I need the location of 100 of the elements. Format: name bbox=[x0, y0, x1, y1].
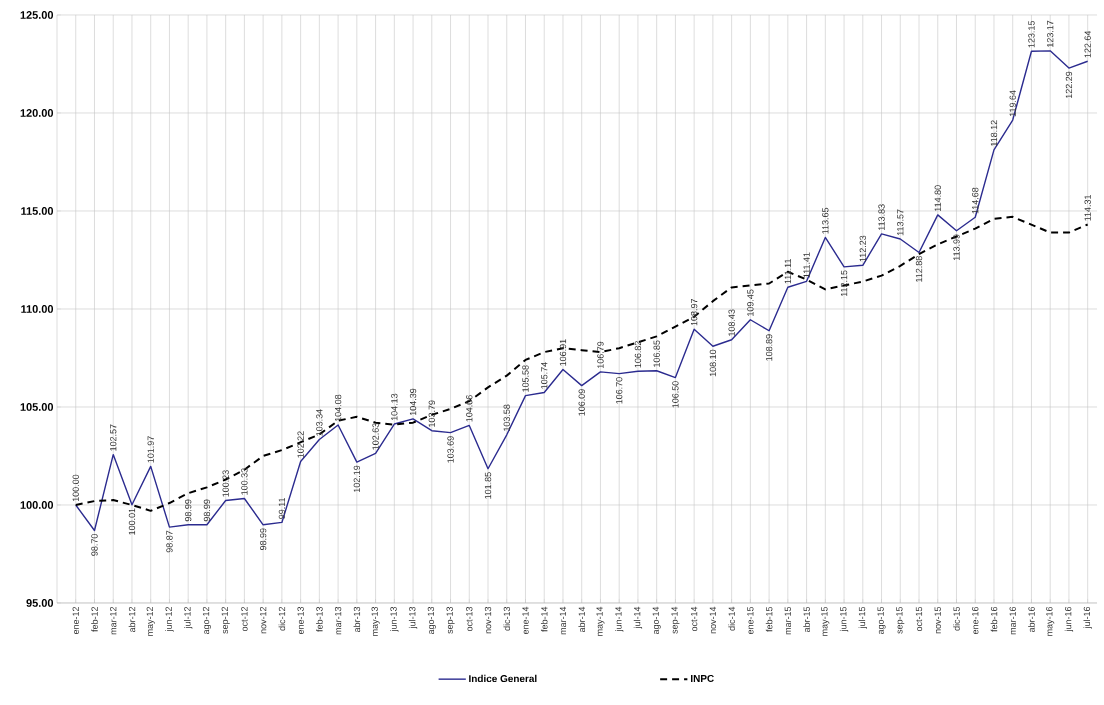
x-tick-label: may-12 bbox=[146, 606, 155, 636]
data-label: 108.43 bbox=[728, 309, 735, 336]
data-label: 112.88 bbox=[915, 256, 923, 282]
data-label: 98.99 bbox=[203, 499, 211, 522]
x-tick-label: may-16 bbox=[1046, 606, 1055, 636]
data-label: 109.45 bbox=[747, 289, 754, 316]
x-tick-label: dic-12 bbox=[278, 606, 286, 631]
x-tick-label: jul-15 bbox=[858, 606, 867, 629]
x-tick-label: jun-14 bbox=[615, 606, 624, 632]
data-label: 102.19 bbox=[353, 465, 361, 492]
x-tick-label: mar-15 bbox=[784, 606, 791, 635]
x-tick-label: ago-13 bbox=[427, 606, 436, 635]
data-label: 100.23 bbox=[222, 470, 229, 497]
data-label: 101.97 bbox=[147, 436, 154, 463]
y-tick-label: 95.00 bbox=[26, 599, 54, 607]
data-label: 105.58 bbox=[522, 365, 529, 392]
x-tick-label: ago-12 bbox=[202, 606, 211, 635]
x-tick-label: abr-15 bbox=[803, 606, 810, 633]
x-tick-label: ene-16 bbox=[972, 606, 979, 635]
x-tick-label: nov-12 bbox=[259, 606, 267, 634]
data-label: 99.11 bbox=[278, 497, 286, 519]
data-label: 112.23 bbox=[859, 235, 866, 262]
x-tick-label: nov-13 bbox=[484, 606, 492, 634]
data-label: 100.33 bbox=[241, 468, 248, 495]
data-label: 101.85 bbox=[484, 472, 492, 499]
data-label: 108.10 bbox=[709, 349, 717, 377]
y-tick-label: 110.00 bbox=[21, 305, 54, 313]
x-tick-label: jun-13 bbox=[390, 606, 399, 632]
data-label: 113.57 bbox=[897, 209, 904, 236]
x-tick-label: may-14 bbox=[596, 606, 605, 636]
x-tick-label: oct-13 bbox=[466, 606, 473, 632]
data-label: 113.99 bbox=[953, 234, 960, 261]
data-label: 123.15 bbox=[1028, 21, 1035, 48]
data-label: 103.58 bbox=[503, 404, 510, 431]
x-tick-label: ene-12 bbox=[72, 606, 79, 635]
data-label: 106.91 bbox=[559, 339, 567, 366]
x-tick-label: oct-12 bbox=[241, 606, 248, 632]
data-label: 98.87 bbox=[166, 530, 173, 553]
x-tick-label: may-15 bbox=[821, 606, 830, 636]
x-tick-label: ene-14 bbox=[522, 606, 529, 635]
x-tick-label: may-13 bbox=[371, 606, 380, 636]
data-label: 113.83 bbox=[878, 204, 885, 231]
data-label: 114.80 bbox=[934, 185, 941, 212]
x-tick-label: nov-15 bbox=[934, 606, 941, 634]
data-label: 123.17 bbox=[1047, 20, 1054, 47]
x-tick-label: abr-16 bbox=[1028, 606, 1035, 633]
x-tick-label: mar-16 bbox=[1009, 606, 1016, 635]
data-label: 104.39 bbox=[409, 388, 417, 416]
data-label: 104.06 bbox=[466, 395, 473, 422]
x-tick-label: sep-13 bbox=[446, 606, 455, 634]
data-label: 122.29 bbox=[1065, 71, 1073, 99]
x-tick-label: dic-14 bbox=[728, 606, 735, 631]
x-tick-label: sep-14 bbox=[671, 606, 680, 634]
x-tick-label: jul-14 bbox=[633, 606, 643, 629]
x-tick-label: feb-13 bbox=[316, 606, 323, 632]
data-label: 111.11 bbox=[784, 259, 791, 284]
y-tick-label: 105.00 bbox=[20, 403, 54, 411]
data-label: 106.09 bbox=[578, 389, 585, 416]
data-label: 111.41 bbox=[803, 252, 810, 278]
x-tick-label: jun-15 bbox=[839, 606, 849, 632]
data-label: 98.99 bbox=[185, 499, 192, 522]
data-label: 105.74 bbox=[541, 362, 548, 389]
data-label: 106.85 bbox=[653, 340, 660, 367]
data-label: 104.08 bbox=[334, 394, 342, 422]
data-label: 103.69 bbox=[447, 436, 454, 463]
data-label: 108.89 bbox=[765, 334, 773, 361]
x-tick-label: feb-12 bbox=[91, 606, 98, 632]
x-tick-label: jul-16 bbox=[1083, 606, 1092, 629]
data-label: 98.99 bbox=[259, 528, 267, 550]
x-tick-label: ago-14 bbox=[652, 606, 661, 635]
data-label: 119.64 bbox=[1009, 90, 1016, 117]
data-label: 102.57 bbox=[110, 424, 117, 451]
x-tick-label: nov-14 bbox=[709, 606, 717, 634]
data-label: 103.79 bbox=[428, 400, 435, 427]
x-tick-label: abr-13 bbox=[353, 606, 361, 633]
x-tick-label: jun-16 bbox=[1064, 606, 1074, 632]
x-tick-label: ene-15 bbox=[747, 606, 754, 635]
x-tick-label: abr-12 bbox=[128, 606, 136, 633]
data-label: 118.12 bbox=[990, 120, 998, 146]
legend-label: Indice General bbox=[469, 674, 537, 683]
y-tick-label: 120.00 bbox=[20, 109, 54, 117]
x-tick-label: feb-15 bbox=[765, 606, 773, 632]
data-label: 112.15 bbox=[840, 270, 848, 297]
data-label: 102.63 bbox=[372, 423, 379, 450]
data-label: 108.97 bbox=[690, 299, 698, 326]
data-label: 113.65 bbox=[822, 207, 829, 234]
x-tick-label: jul-13 bbox=[408, 606, 418, 629]
data-label: 122.64 bbox=[1084, 30, 1091, 58]
data-label: 106.50 bbox=[672, 381, 679, 408]
data-label: 103.34 bbox=[316, 409, 323, 436]
x-tick-label: feb-14 bbox=[540, 606, 548, 632]
data-label: 100.01 bbox=[128, 508, 136, 535]
data-label: 106.82 bbox=[634, 341, 642, 368]
x-tick-label: oct-15 bbox=[915, 606, 923, 632]
data-label: 100.00 bbox=[72, 474, 79, 502]
x-tick-label: mar-12 bbox=[110, 606, 117, 635]
y-tick-label: 115.00 bbox=[21, 207, 54, 215]
x-tick-label: dic-15 bbox=[953, 606, 960, 631]
x-tick-label: mar-14 bbox=[559, 606, 567, 635]
y-tick-label: 125.00 bbox=[20, 11, 54, 19]
